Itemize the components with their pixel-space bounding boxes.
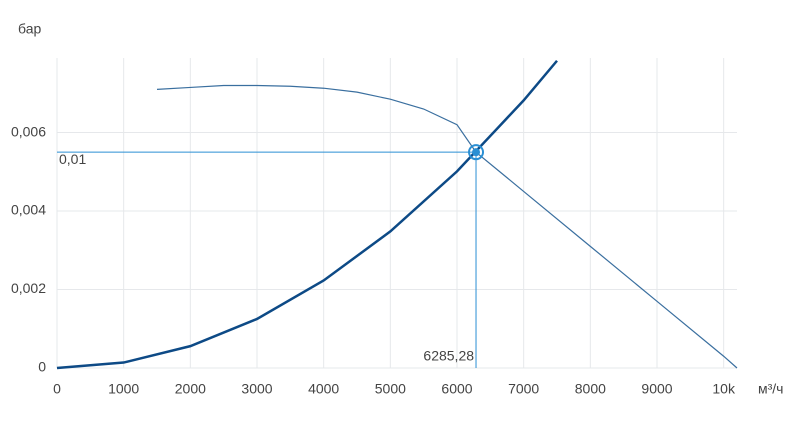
- x-tick-label: 9000: [641, 381, 672, 397]
- y-tick-label: 0,002: [11, 280, 46, 296]
- y-tick-label: 0,004: [11, 202, 46, 218]
- x-tick-label: 2000: [175, 381, 206, 397]
- x-tick-label: 6000: [441, 381, 472, 397]
- x-tick-label: 10k: [712, 381, 736, 397]
- y-tick-label: 0: [38, 359, 46, 375]
- curve: [56, 59, 558, 370]
- x-tick-label: 7000: [508, 381, 539, 397]
- x-tick-label: 0: [53, 381, 61, 397]
- curve: [156, 84, 738, 369]
- y-value-label: 0,01: [59, 151, 86, 167]
- operating-point-core: [472, 148, 481, 157]
- x-tick-label: 4000: [308, 381, 339, 397]
- operating-point: [468, 144, 485, 161]
- y-tick-label: 0,006: [11, 123, 46, 139]
- x-value-label: 6285,28: [423, 348, 474, 364]
- x-tick-label: 1000: [108, 381, 139, 397]
- x-axis-label: м³/ч: [758, 381, 783, 397]
- y-axis-label: бар: [18, 21, 41, 37]
- x-tick-label: 8000: [575, 381, 606, 397]
- x-tick-label: 5000: [375, 381, 406, 397]
- x-tick-label: 3000: [241, 381, 272, 397]
